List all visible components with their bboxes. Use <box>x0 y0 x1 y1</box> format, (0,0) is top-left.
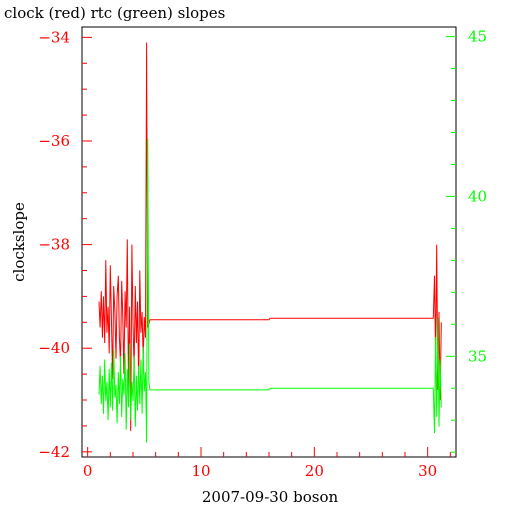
right-tick-label: 40 <box>468 187 487 205</box>
right-tick-label: 35 <box>468 347 487 365</box>
left-tick-label: −36 <box>38 132 70 150</box>
left-axis-ticks: −42 −40 −38 −36 −34 <box>38 28 92 461</box>
x-tick-label: 0 <box>83 462 93 480</box>
x-axis-label: 2007-09-30 boson <box>202 488 339 506</box>
series-line-clock <box>98 42 442 432</box>
left-tick-label: −42 <box>38 443 70 461</box>
series-layer <box>98 42 442 443</box>
series-line-rtc <box>98 138 442 443</box>
x-tick-label: 20 <box>305 462 324 480</box>
right-tick-label: 45 <box>468 28 487 46</box>
chart-title: clock (red) rtc (green) slopes <box>4 4 225 22</box>
x-axis-ticks: 0 10 20 30 <box>83 447 451 480</box>
y-axis-label: clockslope <box>10 202 28 282</box>
left-tick-label: −34 <box>38 28 70 46</box>
x-tick-label: 10 <box>191 462 210 480</box>
left-tick-label: −38 <box>38 236 70 254</box>
right-axis-ticks: 35 40 45 <box>446 28 487 453</box>
left-tick-label: −40 <box>38 339 70 357</box>
x-tick-label: 30 <box>418 462 437 480</box>
